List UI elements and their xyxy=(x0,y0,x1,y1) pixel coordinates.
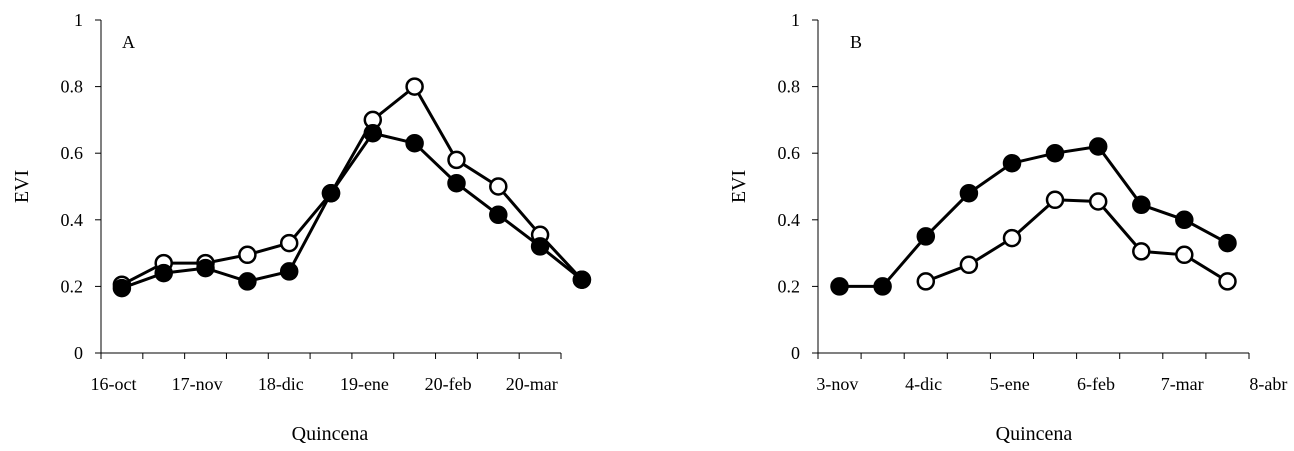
filled-point xyxy=(489,205,508,225)
x-tick-label: 18-dic xyxy=(258,374,304,394)
filled-point xyxy=(279,262,299,281)
panel-label: B xyxy=(850,32,862,52)
filled-point xyxy=(1132,195,1151,215)
filled-point xyxy=(196,258,215,278)
chart-panel-a: 0 0.2 0.4 0.6 0.8 1 16-oct 17-nov 18-dic 19-ene 20… xyxy=(11,10,592,445)
open-point xyxy=(1002,228,1022,248)
x-axis-title: Quincena xyxy=(292,423,369,445)
filled-point xyxy=(830,277,849,296)
y-tick-label: 0.2 xyxy=(778,276,801,296)
open-point xyxy=(405,77,424,96)
panel-label: A xyxy=(122,32,135,52)
x-axis-title: Quincena xyxy=(996,423,1073,445)
y-tick-label: 0.6 xyxy=(778,143,801,163)
open-point xyxy=(1045,190,1065,210)
filled-point xyxy=(1088,137,1108,156)
x-tick-label: 20-feb xyxy=(425,374,472,394)
filled-point xyxy=(959,183,979,203)
open-point xyxy=(959,255,979,275)
y-axis-title: EVI xyxy=(11,170,33,203)
open-point xyxy=(1132,242,1151,261)
y-tick-label: 0.8 xyxy=(61,77,84,97)
y-tick-label: 0 xyxy=(74,343,83,363)
filled-point xyxy=(363,123,383,143)
y-tick-label: 1 xyxy=(74,10,83,30)
filled-point xyxy=(238,272,257,291)
x-tick-label: 3-nov xyxy=(816,374,858,394)
y-tick-label: 0 xyxy=(791,343,800,363)
filled-point xyxy=(530,237,550,256)
x-tick-label: 16-oct xyxy=(91,374,137,394)
x-tick-label: 20-mar xyxy=(506,374,558,394)
filled-point xyxy=(405,133,424,153)
open-point xyxy=(1218,272,1237,291)
filled-point xyxy=(447,173,466,193)
x-tick-label: 8-abr xyxy=(1249,374,1287,394)
filled-point xyxy=(1045,143,1065,163)
y-tick-label: 0.6 xyxy=(61,143,84,163)
filled-point xyxy=(112,278,132,298)
filled-point xyxy=(1175,210,1194,230)
filled-point xyxy=(572,270,592,289)
open-point xyxy=(238,245,257,265)
filled-point xyxy=(873,277,892,296)
open-point xyxy=(1088,192,1108,211)
y-tick-label: 1 xyxy=(791,10,800,30)
y-tick-label: 0.4 xyxy=(778,210,801,230)
x-tick-label: 7-mar xyxy=(1161,374,1204,394)
x-tick-label: 5-ene xyxy=(990,374,1030,394)
series-line xyxy=(121,84,583,287)
filled-point xyxy=(154,263,173,283)
chart-panel-b: 0 0.2 0.4 0.6 0.8 1 3-nov 4-dic 5-ene 6-feb 7-mar 8… xyxy=(728,10,1287,445)
y-tick-label: 0.2 xyxy=(61,276,84,296)
y-axis-title: EVI xyxy=(728,170,750,203)
filled-point xyxy=(1002,153,1022,173)
x-tick-label: 17-nov xyxy=(172,374,223,394)
x-tick-label: 6-feb xyxy=(1077,374,1115,394)
open-point xyxy=(489,177,508,196)
y-tick-label: 0.4 xyxy=(61,210,84,230)
y-tick-label: 0.8 xyxy=(778,77,801,97)
filled-point xyxy=(1218,233,1237,253)
filled-point xyxy=(916,227,936,246)
filled-point xyxy=(321,183,341,203)
x-tick-label: 19-ene xyxy=(340,374,389,394)
x-tick-label: 4-dic xyxy=(905,374,942,394)
open-point xyxy=(1175,245,1194,265)
open-point xyxy=(279,233,299,253)
series-line xyxy=(839,144,1229,288)
open-point xyxy=(916,272,936,291)
open-point xyxy=(447,150,466,170)
